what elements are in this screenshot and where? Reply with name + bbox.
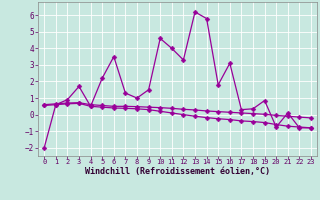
X-axis label: Windchill (Refroidissement éolien,°C): Windchill (Refroidissement éolien,°C) [85, 167, 270, 176]
